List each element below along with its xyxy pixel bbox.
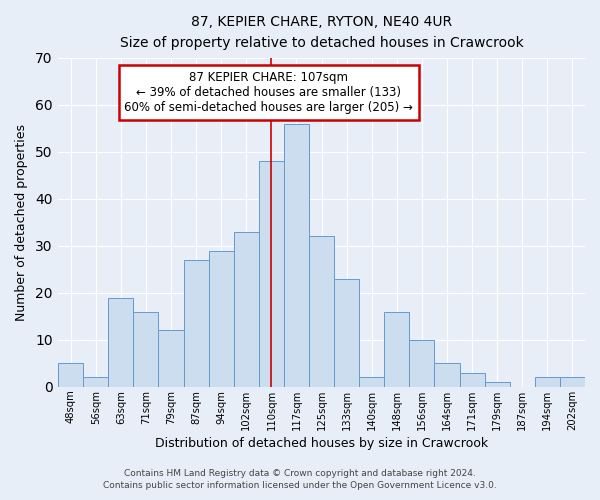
Bar <box>409 340 434 387</box>
Bar <box>284 124 309 387</box>
Bar <box>485 382 510 387</box>
X-axis label: Distribution of detached houses by size in Crawcrook: Distribution of detached houses by size … <box>155 437 488 450</box>
Bar <box>234 232 259 387</box>
Bar <box>384 312 409 387</box>
Bar <box>309 236 334 387</box>
Bar <box>158 330 184 387</box>
Bar <box>58 364 83 387</box>
Bar <box>109 298 133 387</box>
Bar <box>434 364 460 387</box>
Bar <box>209 250 234 387</box>
Y-axis label: Number of detached properties: Number of detached properties <box>15 124 28 321</box>
Bar <box>259 161 284 387</box>
Bar <box>460 373 485 387</box>
Text: 87 KEPIER CHARE: 107sqm
← 39% of detached houses are smaller (133)
60% of semi-d: 87 KEPIER CHARE: 107sqm ← 39% of detache… <box>124 71 413 114</box>
Text: Contains HM Land Registry data © Crown copyright and database right 2024.
Contai: Contains HM Land Registry data © Crown c… <box>103 468 497 490</box>
Bar <box>133 312 158 387</box>
Bar <box>560 378 585 387</box>
Title: 87, KEPIER CHARE, RYTON, NE40 4UR
Size of property relative to detached houses i: 87, KEPIER CHARE, RYTON, NE40 4UR Size o… <box>119 15 523 50</box>
Bar <box>184 260 209 387</box>
Bar <box>334 278 359 387</box>
Bar <box>535 378 560 387</box>
Bar <box>83 378 109 387</box>
Bar <box>359 378 384 387</box>
